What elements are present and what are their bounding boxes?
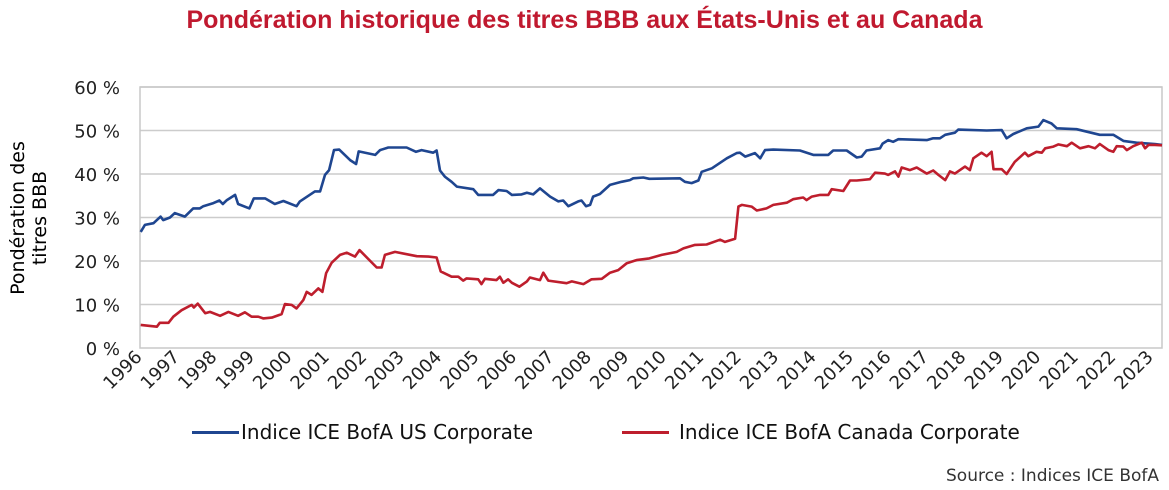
x-tick-label: 2022 xyxy=(1073,347,1120,394)
x-tick-label: 2004 xyxy=(399,347,446,394)
x-tick-label: 2000 xyxy=(249,347,296,394)
legend-swatch-canada xyxy=(622,430,669,434)
x-tick-label: 2021 xyxy=(1036,347,1083,394)
x-tick-label: 2018 xyxy=(923,347,970,394)
chart-title: Pondération historique des titres BBB au… xyxy=(186,6,983,34)
x-tick-label: 2019 xyxy=(961,347,1008,394)
legend-item-canada: Indice ICE BofA Canada Corporate xyxy=(622,420,1020,444)
x-tick-label: 2016 xyxy=(848,347,895,394)
y-axis-label-line: Pondération des xyxy=(7,141,29,295)
x-tick-label: 2003 xyxy=(361,347,408,394)
y-axis-label: Pondération destitres BBB xyxy=(7,141,51,295)
x-tick-label: 1997 xyxy=(137,347,184,394)
x-tick-label: 2011 xyxy=(661,347,708,394)
y-tick-label: 10 % xyxy=(74,296,120,317)
y-tick-label: 50 % xyxy=(74,122,120,143)
y-tick-label: 60 % xyxy=(74,78,120,99)
x-tick-label: 2007 xyxy=(511,347,558,394)
series-line-canada xyxy=(140,141,1163,328)
y-tick-label: 40 % xyxy=(74,165,120,186)
y-tick-label: 0 % xyxy=(86,339,120,360)
legend-swatch-us xyxy=(192,430,239,434)
y-axis-label-line: titres BBB xyxy=(29,171,51,265)
legend-label-us: Indice ICE BofA US Corporate xyxy=(241,420,534,444)
x-tick-label: 2023 xyxy=(1110,347,1157,394)
x-tick-label: 1998 xyxy=(174,347,221,394)
x-tick-label: 2010 xyxy=(624,347,671,394)
x-tick-label: 2014 xyxy=(773,347,820,394)
x-tick-label: 2006 xyxy=(474,347,521,394)
x-tick-label: 2017 xyxy=(886,347,933,394)
x-tick-label: 2008 xyxy=(549,347,596,394)
legend-item-us: Indice ICE BofA US Corporate xyxy=(192,420,533,444)
legend-label-canada: Indice ICE BofA Canada Corporate xyxy=(679,420,1020,444)
x-tick-label: 2020 xyxy=(998,347,1045,394)
x-tick-label: 2015 xyxy=(811,347,858,394)
x-tick-label: 2005 xyxy=(436,347,483,394)
source-note: Source : Indices ICE BofA xyxy=(946,466,1159,486)
x-tick-label: 2009 xyxy=(586,347,633,394)
y-tick-label: 30 % xyxy=(74,209,120,230)
y-tick-label: 20 % xyxy=(74,252,120,273)
x-tick-label: 2002 xyxy=(324,347,371,394)
x-tick-label: 2013 xyxy=(736,347,783,394)
x-tick-label: 2012 xyxy=(698,347,745,394)
plot-area-border xyxy=(139,86,1163,349)
x-tick-label: 2001 xyxy=(287,347,334,394)
x-tick-label: 1999 xyxy=(212,347,259,394)
series-line-us xyxy=(139,118,1163,233)
